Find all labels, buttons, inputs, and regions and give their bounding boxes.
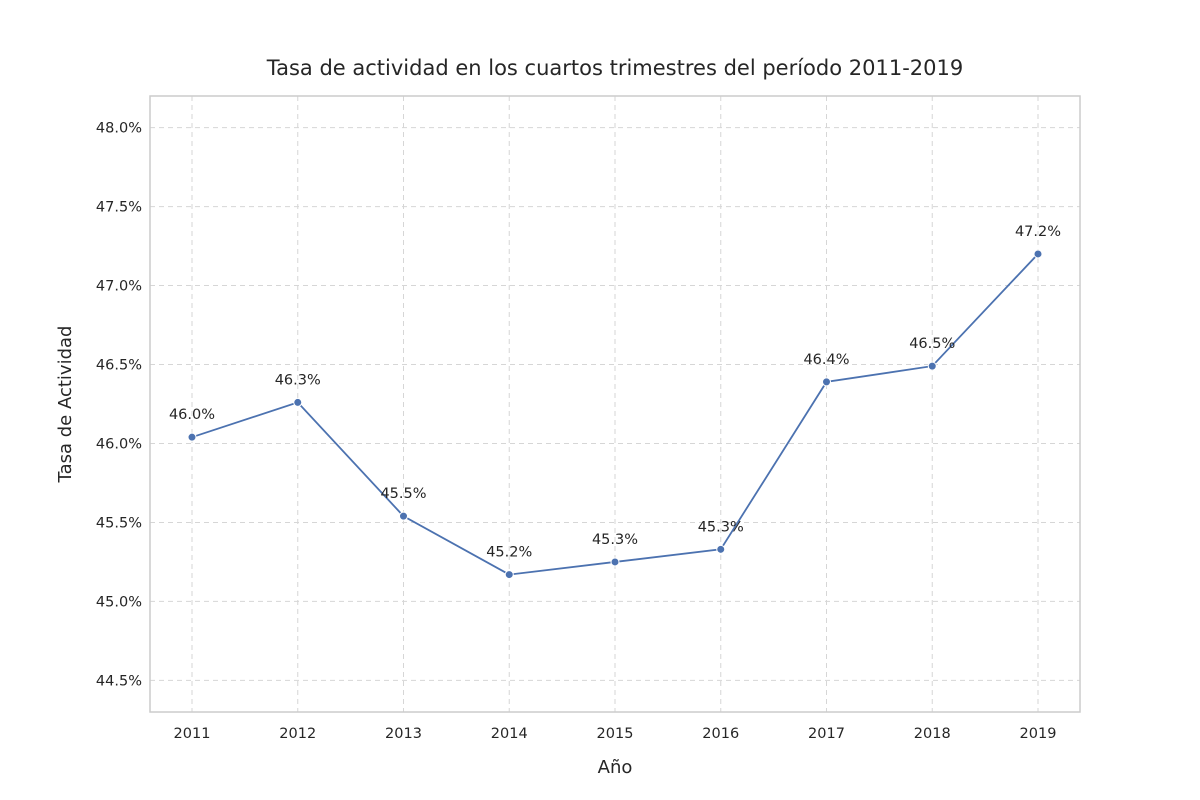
data-label: 45.5% <box>380 486 426 502</box>
data-point <box>504 570 514 580</box>
x-axis-ticks: 2011 2012 2013 2014 2015 2016 2017 2018 2019 <box>174 726 1057 742</box>
data-label: 45.3% <box>698 519 744 535</box>
y-axis-ticks: 44.5% 45.0% 45.5% 46.0% 46.5% 47.0% 47.5% 48.0% <box>96 121 142 690</box>
y-tick-label: 48.0% <box>96 121 142 137</box>
data-point <box>1033 249 1043 259</box>
x-tick-label: 2014 <box>491 726 528 742</box>
y-tick-label: 47.5% <box>96 200 142 216</box>
y-tick-label: 45.5% <box>96 515 142 531</box>
grid-lines <box>150 96 1080 712</box>
x-tick-label: 2012 <box>279 726 316 742</box>
data-point <box>399 511 408 521</box>
y-tick-label: 44.5% <box>96 673 142 689</box>
x-tick-label: 2013 <box>385 726 422 742</box>
x-tick-label: 2016 <box>702 726 739 742</box>
series-layer <box>187 249 1043 580</box>
x-tick-label: 2017 <box>808 726 845 742</box>
x-tick-label: 2019 <box>1020 726 1057 742</box>
x-tick-label: 2011 <box>174 726 211 742</box>
data-label: 46.5% <box>909 336 955 352</box>
data-label: 45.2% <box>486 545 532 561</box>
y-axis-label: Tasa de Actividad <box>55 326 76 484</box>
x-tick-label: 2018 <box>914 726 951 742</box>
data-point <box>822 377 831 387</box>
data-point <box>293 397 303 407</box>
data-labels: 46.0% 46.3% 45.5% 45.2% 45.3% 45.3% 46.4% 46.5%… <box>169 224 1061 561</box>
y-tick-label: 45.0% <box>96 594 142 610</box>
x-axis-label: Año <box>598 757 633 778</box>
x-tick-label: 2015 <box>597 726 634 742</box>
data-point <box>716 544 726 554</box>
plot-frame <box>149 95 1081 713</box>
data-label: 46.4% <box>803 352 849 368</box>
y-tick-label: 46.5% <box>96 358 142 374</box>
y-tick-label: 46.0% <box>96 436 142 452</box>
data-label: 45.3% <box>592 532 638 548</box>
data-label: 47.2% <box>1015 224 1061 240</box>
data-label: 46.0% <box>169 407 215 423</box>
data-point <box>187 432 197 442</box>
data-point <box>927 361 937 371</box>
data-label: 46.3% <box>275 372 321 388</box>
chart-title: Tasa de actividad en los cuartos trimest… <box>266 56 963 80</box>
data-point <box>610 557 620 567</box>
y-tick-label: 47.0% <box>96 279 142 295</box>
